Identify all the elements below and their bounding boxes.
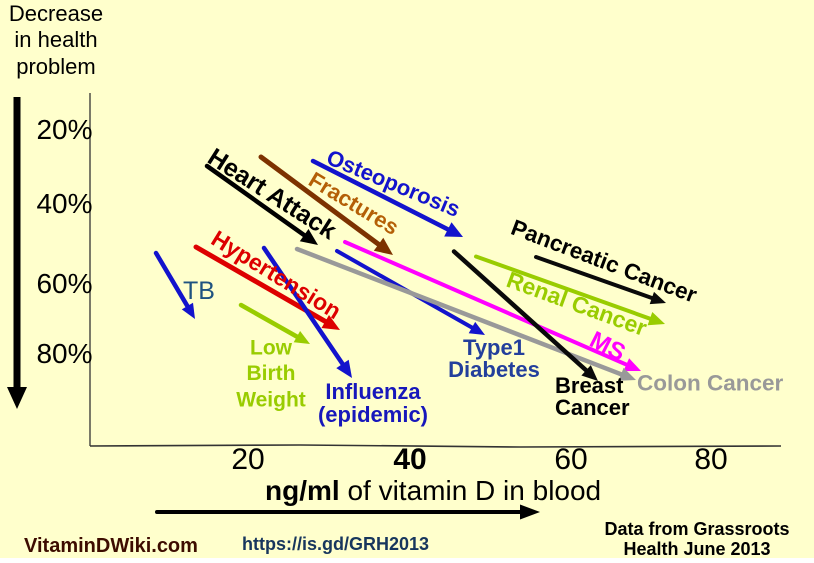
svg-text:in health: in health <box>14 27 97 52</box>
svg-text:TB: TB <box>183 277 215 305</box>
svg-text:Data from Grassroots: Data from Grassroots <box>604 519 789 539</box>
svg-text:Cancer: Cancer <box>555 395 630 420</box>
svg-text:Colon Cancer: Colon Cancer <box>637 371 784 396</box>
svg-text:problem: problem <box>16 54 95 79</box>
svg-text:ng/ml of vitamin D in blood: ng/ml of vitamin D in blood <box>265 475 601 506</box>
svg-text:Health June 2013: Health June 2013 <box>623 539 770 558</box>
svg-text:Influenza: Influenza <box>325 379 421 404</box>
svg-text:20%: 20% <box>36 114 92 145</box>
svg-text:Birth: Birth <box>247 362 296 385</box>
svg-text:60%: 60% <box>36 268 92 299</box>
svg-text:Low: Low <box>250 337 293 360</box>
svg-text:40%: 40% <box>36 188 92 219</box>
svg-text:80%: 80% <box>36 338 92 369</box>
svg-text:Decrease: Decrease <box>9 1 103 26</box>
svg-text:https://is.gd/GRH2013: https://is.gd/GRH2013 <box>242 534 429 554</box>
svg-text:Weight: Weight <box>236 389 306 412</box>
svg-text:20: 20 <box>231 443 264 476</box>
svg-text:80: 80 <box>694 443 727 476</box>
svg-text:60: 60 <box>554 443 587 476</box>
svg-text:Breast: Breast <box>555 373 624 398</box>
svg-text:40: 40 <box>393 443 426 476</box>
svg-text:(epidemic): (epidemic) <box>318 402 428 427</box>
svg-text:Diabetes: Diabetes <box>448 357 540 382</box>
svg-text:VitaminDWiki.com: VitaminDWiki.com <box>24 535 198 557</box>
svg-text:Type1: Type1 <box>463 335 525 360</box>
